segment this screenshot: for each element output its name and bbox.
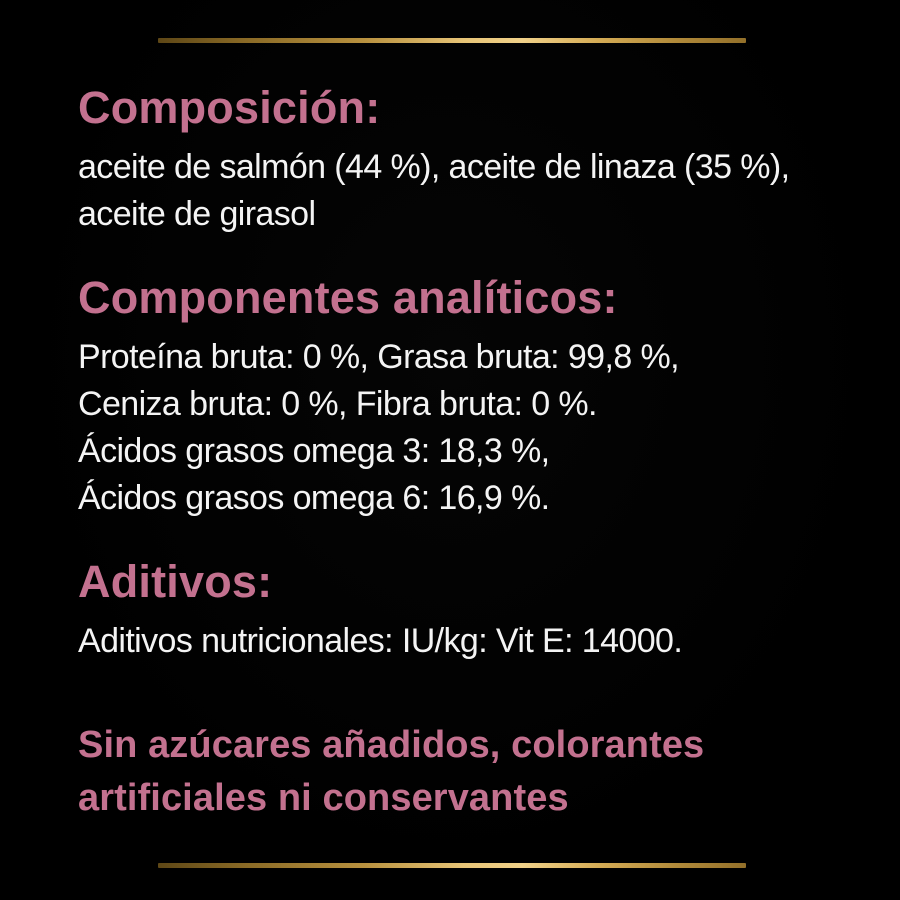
analytical-component-line: Ceniza bruta: 0 %, Fibra bruta: 0 %. bbox=[78, 385, 597, 423]
section-aditivos: Aditivos: Aditivos nutricionales: IU/kg:… bbox=[78, 556, 878, 665]
no-additives-tagline: Sin azúcares añadidos, colorantes artifi… bbox=[78, 719, 878, 825]
composicion-line: aceite de girasol bbox=[78, 195, 316, 233]
section-componentes-analiticos: Componentes analíticos: Proteína bruta: … bbox=[78, 272, 878, 522]
aditivos-line: Aditivos nutricionales: IU/kg: Vit E: 14… bbox=[78, 622, 683, 660]
componentes-analiticos-heading: Componentes analíticos: bbox=[78, 272, 618, 323]
label-content: Composición: aceite de salmón (44 %), ac… bbox=[78, 82, 878, 825]
analytical-component-line: Ácidos grasos omega 6: 16,9 %. bbox=[78, 479, 550, 517]
composicion-heading: Composición: bbox=[78, 82, 381, 133]
top-gold-divider bbox=[158, 38, 746, 43]
analytical-component-line: Proteína bruta: 0 %, Grasa bruta: 99,8 %… bbox=[78, 338, 680, 376]
section-composicion: Composición: aceite de salmón (44 %), ac… bbox=[78, 82, 878, 238]
analytical-component-line: Ácidos grasos omega 3: 18,3 %, bbox=[78, 432, 550, 470]
tagline-line: artificiales ni conservantes bbox=[78, 777, 569, 819]
tagline-line: Sin azúcares añadidos, colorantes bbox=[78, 724, 705, 766]
aditivos-heading: Aditivos: bbox=[78, 556, 273, 607]
composicion-line: aceite de salmón (44 %), aceite de linaz… bbox=[78, 148, 790, 186]
bottom-gold-divider bbox=[158, 863, 746, 868]
